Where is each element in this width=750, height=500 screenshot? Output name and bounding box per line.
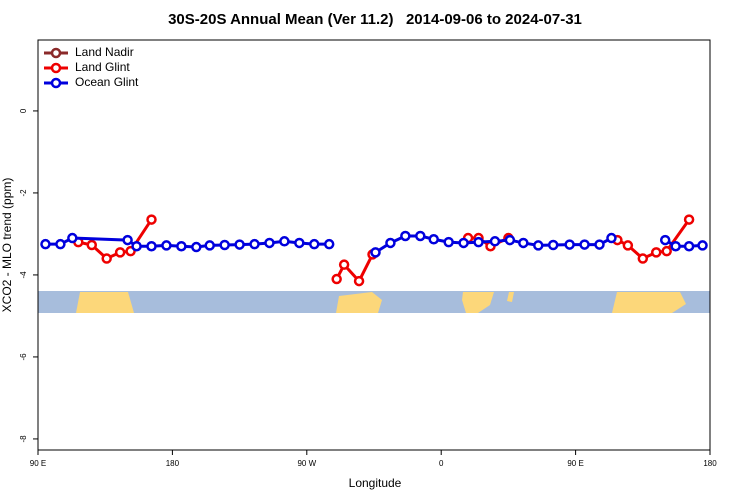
y-tick-label: -8 <box>19 435 28 443</box>
x-tick-label: 180 <box>166 459 180 468</box>
x-tick-label: 90 E <box>30 459 46 468</box>
series-point <box>204 240 215 251</box>
series-point <box>606 232 617 244</box>
series-point <box>131 240 142 252</box>
series-point <box>331 273 342 285</box>
series-point <box>294 237 305 249</box>
y-tick-label: 0 <box>19 108 28 113</box>
series-point <box>122 234 133 246</box>
legend-marker <box>50 77 62 89</box>
series-point <box>670 240 681 252</box>
x-tick-label: 90 E <box>567 459 583 468</box>
series-point <box>637 253 649 264</box>
legend-marker <box>50 62 62 74</box>
series-point <box>428 234 439 245</box>
series-point <box>683 240 695 252</box>
legend-label: Land Nadir <box>75 45 134 59</box>
x-axis-label: Longitude <box>349 476 402 490</box>
series-point <box>473 236 484 248</box>
series-point <box>622 240 634 251</box>
y-tick-label: -4 <box>19 271 28 279</box>
series-point <box>683 214 695 225</box>
series-point <box>338 259 350 270</box>
series-point <box>264 237 275 249</box>
series-line <box>335 253 374 284</box>
series-point <box>323 238 335 250</box>
x-tick-label: 180 <box>703 459 717 468</box>
series-point <box>234 239 245 250</box>
series-point <box>533 240 544 251</box>
series-point <box>161 240 172 251</box>
y-tick-label: -2 <box>19 189 28 197</box>
series-point <box>594 239 605 250</box>
series-line <box>664 238 703 248</box>
legend-label: Land Glint <box>75 60 130 74</box>
series-point <box>101 253 112 264</box>
series-point <box>86 239 98 251</box>
plot-frame <box>37 39 711 451</box>
series-point <box>579 239 590 250</box>
series-point <box>191 241 202 253</box>
series-point <box>443 236 454 248</box>
series-point <box>114 247 126 258</box>
series-point <box>547 239 559 251</box>
series-point <box>489 236 501 247</box>
x-tick-label: 90 W <box>297 459 316 468</box>
series-point <box>146 240 157 252</box>
series-point <box>385 237 396 249</box>
y-axis-label: XCO2 - MLO trend (ppm) <box>0 178 14 313</box>
series-point <box>518 237 529 249</box>
series-point <box>661 245 672 257</box>
series-point <box>353 275 365 287</box>
chart-title: 30S-20S Annual Mean (Ver 11.2) 2014-09-0… <box>168 11 582 28</box>
map-strip <box>38 291 710 313</box>
series-point <box>249 238 260 250</box>
x-tick-label: 0 <box>439 459 444 468</box>
series-point <box>659 234 671 246</box>
legend-label: Ocean Glint <box>75 75 139 89</box>
series-point <box>40 238 51 250</box>
series-point <box>564 239 575 250</box>
series-point <box>219 239 230 251</box>
series-point <box>309 238 320 250</box>
series-point <box>650 247 662 258</box>
series-point <box>279 236 290 247</box>
series-point <box>458 237 469 249</box>
series-point <box>176 240 187 252</box>
series-point <box>400 230 411 242</box>
series-point <box>146 214 157 225</box>
series-point <box>370 247 381 258</box>
series-point <box>697 240 708 251</box>
series-point <box>504 234 516 246</box>
series-point <box>55 238 66 250</box>
series-point <box>67 232 78 244</box>
legend-marker <box>50 47 62 59</box>
y-tick-label: -6 <box>19 353 28 361</box>
series-point <box>415 230 426 242</box>
